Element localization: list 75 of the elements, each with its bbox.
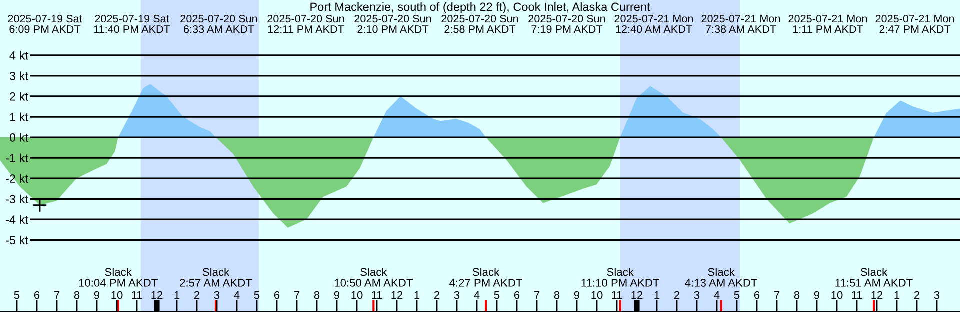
x-tick-label: 10 [832,291,843,300]
x-tick-label: 11 [852,291,862,300]
x-tick-label: 10 [592,291,603,300]
x-tick-label: 8 [314,291,320,300]
y-tick-label: 3 kt [10,72,28,80]
x2-tick-label: Slack 4:27 PM AKDT [450,268,522,287]
annotation: 2025-07-19 Sat 6:09 PM AKDT [8,14,82,34]
x-tick-label: 7 [534,291,540,300]
annotation: 2025-07-20 Sun 6:33 AM AKDT [180,14,258,34]
chart-title: Port Mackenzie, south of (depth 22 ft), Cook Inlet, Alaska Current [310,2,650,14]
y-tick-label: -1 kt [6,154,28,162]
y-tick-label: -2 kt [6,174,28,183]
x-tick-label: 5 [14,291,20,300]
x-tick-label: 3 [694,291,700,300]
x-tick-label: 12 [872,291,883,300]
x2-tick-label: Slack 4:13 AM AKDT [685,268,758,287]
annotation: 2025-07-21 Mon 2:47 PM AKDT [876,14,954,34]
annotation: 2025-07-20 Sun 2:10 PM AKDT [354,14,432,34]
x-tick-label: 5 [734,291,740,300]
x2-tick-label: Slack 11:10 PM AKDT [582,268,660,287]
y-tick-label: -5 kt [6,236,28,245]
x-tick-label: 9 [814,291,820,300]
x-tick-label: 2 [194,291,200,300]
x-tick-label: 1 [414,291,420,300]
x-tick-label: 11 [612,291,622,300]
annotation: 2025-07-21 Mon 1:11 PM AKDT [788,14,868,34]
x2-tick-label: Slack 11:51 AM AKDT [836,268,913,287]
x-tick-label: 12 [632,291,643,300]
annotation: 2025-07-21 Mon 7:38 AM AKDT [702,14,780,34]
x-tick-label: 4 [714,291,720,300]
x-tick-label: 2 [434,291,440,300]
x-tick-label: 2 [674,291,680,300]
x-tick-label: 7 [294,291,300,300]
x2-tick-label: Slack 10:50 AM AKDT [334,268,413,287]
x-tick-label: 7 [54,291,60,300]
x-tick-label: 6 [514,291,520,300]
x-tick-label: 6 [34,291,40,300]
x-tick-label: 10 [112,291,123,300]
x-tick-label: 12 [152,291,163,300]
y-tick-label: -3 kt [6,194,28,204]
x-tick-label: 10 [352,291,363,300]
x-tick-label: 6 [274,291,280,300]
y-tick-label: 1 kt [10,112,28,122]
annotation: 2025-07-21 Mon 12:40 AM AKDT [614,14,694,34]
x-tick-label: 8 [74,291,80,300]
x-tick-label: 8 [554,291,560,300]
annotation: 2025-07-20 Sun 12:11 PM AKDT [268,14,344,34]
x-tick-label: 9 [94,291,100,300]
x-tick-label: 11 [372,291,382,300]
x-tick-label: 3 [934,291,940,300]
x2-tick-label: Slack 10:04 PM AKDT [79,268,158,287]
annotation: 2025-07-20 Sun 2:58 PM AKDT [442,14,518,34]
x-tick-label: 1 [654,291,660,300]
x-tick-label: 6 [754,291,760,300]
annotation: 2025-07-19 Sat 11:40 PM AKDT [94,14,170,34]
x-tick-label: 12 [392,291,403,300]
x-tick-label: 8 [794,291,800,300]
x-tick-label: 1 [894,291,900,300]
y-tick-label: 2 kt [10,92,28,101]
y-tick-label: -4 kt [6,215,28,224]
x-tick-label: 5 [494,291,500,300]
x-tick-label: 7 [774,291,780,300]
annotation: 2025-07-20 Sun 7:19 PM AKDT [528,14,606,34]
x2-tick-label: Slack 2:57 AM AKDT [180,268,252,287]
x-tick-label: 2 [914,291,920,300]
x-tick-label: 3 [214,291,220,300]
x-tick-label: 4 [234,291,240,300]
x-tick-label: 11 [132,291,142,300]
x-tick-label: 5 [254,291,260,300]
x-tick-label: 4 [474,291,480,300]
y-tick-label: 4 kt [10,51,28,60]
x-tick-label: 9 [574,291,580,300]
x-tick-label: 1 [174,291,180,300]
x-tick-label: 3 [454,291,460,300]
x-tick-label: 9 [334,291,340,300]
